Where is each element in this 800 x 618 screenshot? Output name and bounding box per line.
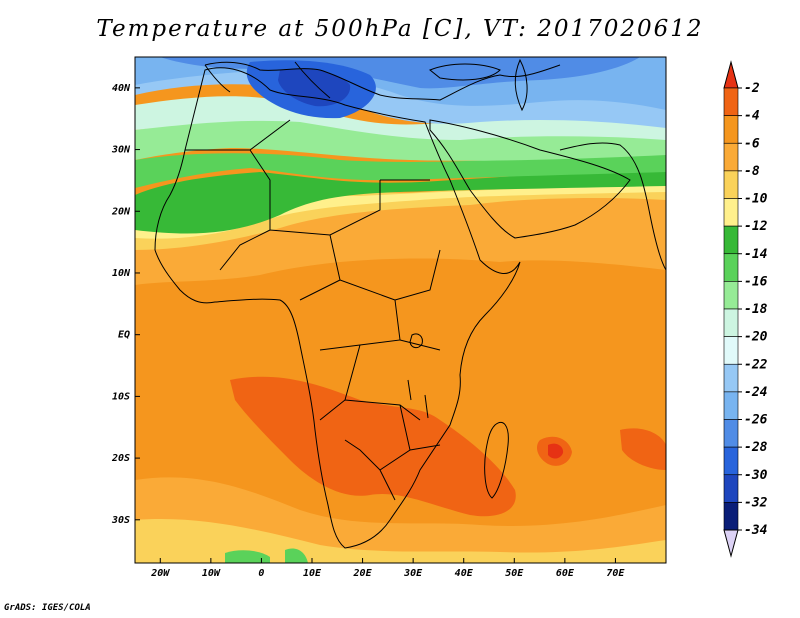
india-coastline: [559, 142, 666, 271]
colorbar-label: -10: [744, 192, 768, 207]
colorbar-swatch: [723, 474, 739, 503]
lon-tick-label: 10E: [303, 568, 322, 579]
rift-lakes: [407, 379, 429, 419]
map-title: Temperature at 500hPa [C], VT: 201702061…: [96, 16, 704, 42]
colorbar-swatch: [723, 170, 739, 199]
iberia-coastline: [204, 64, 231, 93]
lon-tick-label: 70E: [606, 568, 625, 579]
plot-frame: [134, 56, 667, 564]
colorbar-label: -28: [744, 440, 768, 455]
field-band--30: [278, 68, 351, 107]
lat-tick-label: 10S: [112, 391, 130, 402]
colorbar-label: -24: [744, 385, 768, 400]
italy-coastline: [294, 61, 331, 99]
country-borders: [185, 119, 441, 501]
field-band-south--10: [135, 519, 666, 563]
colorbar-swatch: [723, 281, 739, 310]
colorbar-swatch: [723, 446, 739, 476]
colorbar-swatch: [723, 198, 739, 227]
field-band--14: [135, 168, 666, 234]
lat-tick-label: 30N: [111, 145, 131, 156]
lat-tick-label: 20N: [111, 206, 131, 217]
lon-tick-label: 20W: [150, 568, 170, 579]
colorbar-bottom-arrow: [723, 529, 739, 558]
colorbar-label: -30: [744, 468, 768, 483]
field-band-south--16: [225, 550, 270, 563]
colorbar: -2 -4 -6 -8 -10 -12 -14 -16 -18 -20 -22 -24 -26 -28 -3…: [723, 60, 768, 558]
lon-tick-label: 10W: [202, 568, 221, 579]
colorbar-swatch: [723, 253, 739, 282]
lon-tick-label: 50E: [505, 568, 524, 579]
longitude-axis: 20W 10W 0 10E 20E 30E 40E 50E 60E 70E: [150, 558, 625, 579]
colorbar-label: -4: [744, 109, 760, 124]
colorbar-label: -26: [744, 413, 768, 428]
colorbar-swatch: [723, 87, 739, 116]
colorbar-swatch: [723, 419, 739, 448]
colorbar-swatch: [723, 142, 739, 172]
colorbar-label: -14: [744, 247, 768, 262]
colorbar-label: -32: [744, 495, 768, 510]
lat-tick-label: 30S: [111, 515, 130, 526]
lat-tick-label: 10N: [112, 268, 131, 279]
colorbar-label: -2: [744, 81, 760, 96]
colorbar-label: -6: [744, 136, 760, 151]
coastlines: [154, 58, 666, 549]
colorbar-label: -20: [744, 330, 768, 345]
colorbar-label: -22: [744, 357, 768, 372]
madagascar-coastline: [484, 421, 509, 499]
lat-tick-label: 20S: [111, 453, 130, 464]
arabia-coastline: [429, 119, 631, 239]
lon-tick-label: 40E: [455, 568, 474, 579]
field-band--20: [135, 96, 666, 140]
colorbar-swatch: [723, 391, 739, 420]
lat-tick-label: EQ: [118, 330, 130, 341]
black-sea: [429, 63, 501, 81]
colorbar-label: -8: [744, 164, 760, 179]
europe-coastline: [204, 61, 561, 101]
field-band-south--16-b: [285, 548, 308, 563]
colorbar-swatch: [723, 363, 739, 393]
grads-credit: GrADS: IGES/COLA: [4, 603, 91, 613]
lon-tick-label: 60E: [556, 568, 575, 579]
colorbar-label: -34: [744, 523, 768, 538]
caspian-sea: [514, 58, 528, 112]
africa-coastline: [154, 67, 521, 549]
colorbar-swatch: [723, 225, 739, 255]
colorbar-swatch: [723, 502, 739, 531]
colorbar-label: -12: [744, 219, 768, 234]
lon-tick-label: 30E: [403, 568, 423, 579]
lat-tick-label: 40N: [112, 83, 131, 94]
colorbar-top-arrow: [723, 60, 739, 89]
field-band--4-patch-east: [620, 428, 666, 470]
colorbar-swatch: [723, 308, 739, 337]
colorbar-label: -16: [744, 274, 768, 289]
latitude-axis: 40N 30N 20N 10N EQ 10S 20S 30S: [111, 83, 140, 526]
lon-tick-label: 20E: [353, 568, 373, 579]
colorbar-label: -18: [744, 302, 768, 317]
colorbar-swatch: [723, 115, 739, 144]
field-band--4: [230, 376, 516, 517]
lake-victoria: [409, 333, 423, 349]
lon-tick-label: 0: [258, 568, 264, 579]
temperature-field: [135, 57, 666, 563]
colorbar-swatch: [723, 336, 739, 365]
field-band--2: [548, 443, 564, 459]
